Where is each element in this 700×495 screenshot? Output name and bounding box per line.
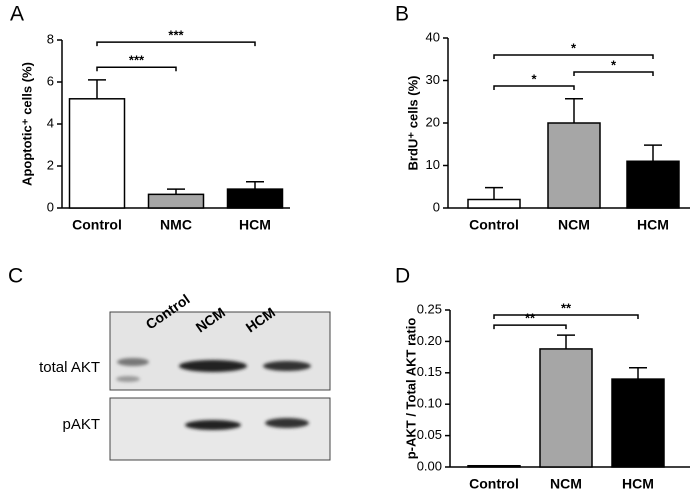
- band: [116, 376, 140, 382]
- significance-bracket: [493, 324, 567, 330]
- y-axis-label: BrdU⁺ cells (%): [405, 76, 420, 171]
- y-tick-label: 0.10: [417, 396, 442, 411]
- significance-label: **: [561, 300, 572, 315]
- y-tick-label: 8: [47, 31, 54, 46]
- bar: [467, 198, 521, 209]
- significance-label: *: [611, 57, 617, 72]
- panel-letter: C: [8, 265, 23, 288]
- y-tick-label: 4: [47, 115, 54, 130]
- significance-label: ***: [168, 28, 184, 43]
- significance-bracket: [96, 41, 256, 47]
- x-tick-label: NCM: [550, 476, 582, 490]
- x-tick-label: Control: [469, 217, 519, 233]
- bar: [467, 464, 521, 468]
- x-tick-label: Control: [469, 476, 519, 490]
- y-tick-label: 0.25: [417, 301, 442, 316]
- significance-label: **: [525, 311, 536, 326]
- x-tick-label: HCM: [622, 476, 654, 490]
- significance-label: *: [571, 40, 577, 55]
- y-tick-label: 2: [47, 157, 54, 172]
- y-tick-label: 0: [433, 199, 440, 214]
- y-tick-label: 30: [426, 72, 440, 87]
- significance-label: ***: [129, 53, 145, 68]
- row-label: pAKT: [62, 416, 100, 433]
- y-tick-label: 0.00: [417, 458, 442, 473]
- y-tick-label: 0.20: [417, 333, 442, 348]
- band: [263, 361, 311, 371]
- blot-panel: C total AKT pAKT Control NCM HCM: [8, 265, 331, 461]
- bar: [147, 193, 205, 209]
- bar: [611, 378, 665, 468]
- y-axis-label: p-AKT / Total AKT ratio: [403, 318, 418, 460]
- band: [117, 358, 149, 366]
- bar-chart: B BrdU⁺ cells (%) 0 10 20 30 40 Control NCM HCM * *…: [395, 3, 690, 233]
- panel-letter: B: [395, 3, 409, 26]
- x-tick-label: NMC: [160, 217, 192, 233]
- y-tick-label: 40: [426, 29, 440, 44]
- panel-letter: D: [395, 265, 410, 288]
- band: [179, 360, 247, 372]
- y-tick-label: 0.15: [417, 364, 442, 379]
- y-tick-label: 0.05: [417, 427, 442, 442]
- x-tick-label: Control: [72, 217, 122, 233]
- band: [185, 420, 241, 430]
- x-tick-label: HCM: [239, 217, 271, 233]
- significance-bracket: [493, 314, 639, 320]
- y-tick-label: 10: [426, 157, 440, 172]
- bar: [68, 98, 126, 209]
- x-tick-label: HCM: [637, 217, 669, 233]
- x-tick-label: NCM: [558, 217, 590, 233]
- bar: [547, 122, 601, 209]
- significance-bracket: [493, 85, 575, 91]
- y-tick-label: 0: [47, 199, 54, 214]
- bar: [226, 188, 284, 209]
- bar-chart: A Apoptotic⁺ cells (%) 0 2 4 6 8 Control NMC HCM *…: [10, 3, 290, 233]
- bar: [539, 348, 593, 468]
- y-tick-label: 20: [426, 114, 440, 129]
- blot-strip: [109, 311, 331, 391]
- y-tick-label: 6: [47, 73, 54, 88]
- band: [265, 418, 309, 428]
- bar: [626, 160, 680, 209]
- significance-bracket: [493, 54, 654, 59]
- significance-bracket: [96, 66, 177, 72]
- significance-label: *: [531, 71, 537, 86]
- y-axis-label: Apoptotic⁺ cells (%): [19, 62, 34, 186]
- bands: [116, 358, 311, 430]
- row-label: total AKT: [39, 359, 100, 376]
- panel-letter: A: [10, 3, 24, 26]
- significance-bracket: [573, 71, 654, 76]
